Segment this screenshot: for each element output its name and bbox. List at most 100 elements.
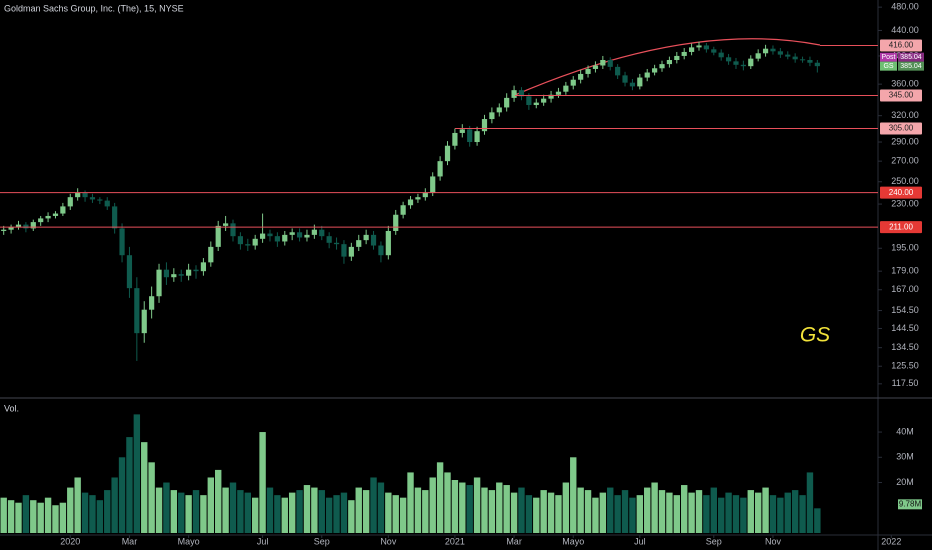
- candle-body: [496, 107, 502, 113]
- candle-body: [356, 240, 362, 247]
- volume-tick-label: 20M: [896, 477, 914, 487]
- candle-body: [644, 72, 650, 78]
- candle-body: [407, 199, 414, 206]
- candle-body: [326, 236, 332, 243]
- badge-name-box: [880, 52, 897, 62]
- volume-bar: [799, 495, 806, 533]
- candle-body: [814, 62, 820, 67]
- candle-body: [555, 91, 562, 95]
- candle-body: [711, 49, 717, 53]
- candle-body: [193, 269, 199, 272]
- volume-bar: [89, 495, 96, 533]
- candle-body: [541, 98, 547, 103]
- volume-bar: [629, 497, 636, 533]
- volume-bar: [422, 490, 429, 533]
- y-tick-label: 167.00: [891, 284, 919, 294]
- volume-bar: [7, 500, 15, 533]
- candle-body: [333, 242, 340, 245]
- symbol-annotation: GS: [800, 324, 830, 347]
- badge-value: 385.04: [900, 63, 922, 70]
- candle-body: [607, 59, 613, 67]
- volume-bar: [777, 497, 784, 533]
- candle-body: [689, 47, 695, 52]
- candle-body: [141, 309, 147, 334]
- volume-bar: [555, 495, 562, 533]
- x-tick-label: Mar: [122, 536, 138, 546]
- candle-body: [200, 262, 207, 272]
- x-tick-label: 2020: [60, 536, 80, 546]
- volume-bar: [141, 442, 148, 533]
- candle-body: [208, 246, 214, 263]
- candle-body: [511, 90, 517, 98]
- candle-body: [237, 236, 243, 245]
- volume-bar: [607, 487, 614, 533]
- volume-bar: [414, 487, 422, 533]
- volume-bar: [444, 472, 451, 533]
- volume-bar: [111, 477, 118, 533]
- candle-body: [23, 224, 29, 229]
- candle-body: [696, 45, 702, 48]
- y-tick-label: 480.00: [891, 2, 919, 12]
- volume-label: Vol.: [4, 403, 19, 413]
- volume-bar: [791, 490, 799, 533]
- volume-bar: [814, 508, 821, 533]
- volume-bar: [762, 487, 769, 533]
- volume-bar: [340, 492, 348, 533]
- volume-bar: [370, 477, 377, 533]
- candle-body: [422, 192, 428, 198]
- candle-body: [785, 54, 791, 57]
- volume-bar: [658, 490, 666, 533]
- candle-body: [755, 53, 761, 59]
- y-tick-label: 179.00: [891, 266, 919, 276]
- badge-value-box: [898, 61, 924, 71]
- level-label: 345.00: [889, 91, 914, 100]
- y-tick-label: 117.50: [892, 378, 919, 388]
- volume-bar: [695, 490, 703, 533]
- y-tick-label: 144.50: [891, 323, 919, 333]
- volume-bar: [429, 477, 436, 533]
- candle-body: [570, 79, 576, 86]
- volume-bar: [644, 487, 651, 533]
- volume-bar: [200, 495, 207, 533]
- level-label: 211.00: [889, 222, 913, 231]
- volume-bar: [510, 492, 518, 533]
- volume-bar: [37, 502, 44, 533]
- volume-bar: [296, 490, 303, 533]
- volume-bar: [333, 495, 340, 533]
- volume-bar: [703, 495, 710, 533]
- volume-bar: [67, 487, 74, 533]
- candle-body: [674, 55, 680, 60]
- candle-body: [703, 45, 709, 50]
- volume-bar: [725, 492, 732, 533]
- volume-bar: [222, 487, 229, 533]
- candle-body: [370, 234, 377, 246]
- volume-bar: [30, 500, 37, 533]
- candle-body: [97, 199, 103, 201]
- x-tick-label: Nov: [380, 536, 397, 546]
- x-tick-label: 2022: [881, 536, 901, 546]
- candle-body: [274, 236, 280, 242]
- volume-bar: [740, 497, 747, 533]
- volume-bar: [732, 495, 740, 533]
- volume-bar: [15, 502, 22, 533]
- volume-bar: [244, 492, 251, 533]
- candle-body: [363, 234, 369, 241]
- volume-bar: [148, 462, 155, 533]
- volume-bar: [399, 497, 407, 533]
- volume-bar: [666, 492, 673, 533]
- volume-bar: [717, 497, 725, 533]
- badge-name: Post: [881, 54, 895, 61]
- candle-body: [748, 58, 754, 67]
- volume-bar: [540, 490, 547, 533]
- volume-bar: [547, 492, 555, 533]
- volume-bar: [562, 482, 570, 533]
- candle-body: [171, 274, 177, 278]
- badge-value: 385.04: [900, 54, 922, 61]
- y-tick-label: 154.50: [891, 305, 919, 315]
- volume-bar: [251, 497, 259, 533]
- volume-bar: [459, 482, 466, 533]
- candle-body: [762, 48, 769, 54]
- volume-bar: [237, 490, 244, 533]
- volume-bar: [303, 485, 311, 533]
